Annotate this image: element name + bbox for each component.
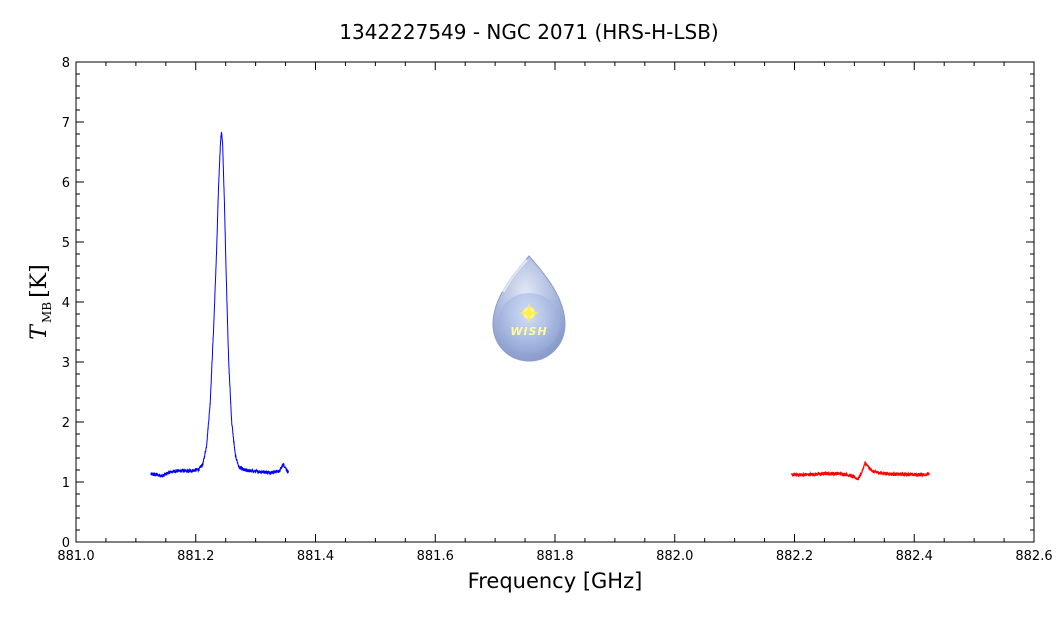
y-tick-label: 6 (62, 176, 70, 191)
spectrum-line-1 (150, 131, 290, 478)
svg-text:TMB[K]: TMB [K] (27, 264, 54, 339)
x-tick-label: 882.2 (776, 549, 813, 564)
y-label-sub: MB (40, 302, 54, 323)
x-tick-label: 881.4 (297, 549, 334, 564)
series-group (150, 131, 930, 481)
logo-text: WISH (510, 325, 547, 338)
wish-logo: WISH (492, 255, 566, 362)
y-axis-label: TMB [K] (27, 264, 54, 339)
x-tick-label: 881.0 (57, 549, 94, 564)
y-tick-label: 7 (62, 116, 70, 131)
chart-title: 1342227549 - NGC 2071 (HRS-H-LSB) (339, 20, 718, 44)
y-tick-label: 8 (62, 56, 70, 71)
y-label-main: T (27, 323, 52, 340)
y-label-unit: [K] (27, 264, 52, 298)
y-tick-label: 3 (62, 356, 70, 371)
x-tick-label: 881.8 (536, 549, 573, 564)
x-tick-label: 882.0 (656, 549, 693, 564)
x-tick-label: 881.2 (177, 549, 214, 564)
x-tick-label: 881.6 (417, 549, 454, 564)
x-tick-label: 882.4 (896, 549, 933, 564)
x-tick-label: 882.6 (1015, 549, 1052, 564)
y-tick-labels: 0 1 2 3 4 5 6 7 8 (62, 56, 70, 551)
y-tick-label: 2 (62, 416, 70, 431)
x-tick-labels: 881.0 881.2 881.4 881.6 881.8 882.0 882.2 882.4… (57, 549, 1052, 564)
y-tick-label: 4 (62, 296, 70, 311)
x-axis-label: Frequency [GHz] (468, 569, 643, 593)
star-icon (519, 303, 539, 323)
spectrum-line-2 (791, 460, 930, 481)
axis-ticks (75, 61, 1035, 543)
y-tick-label: 1 (62, 476, 70, 491)
y-tick-label: 5 (62, 236, 70, 251)
y-tick-label: 0 (62, 536, 70, 551)
